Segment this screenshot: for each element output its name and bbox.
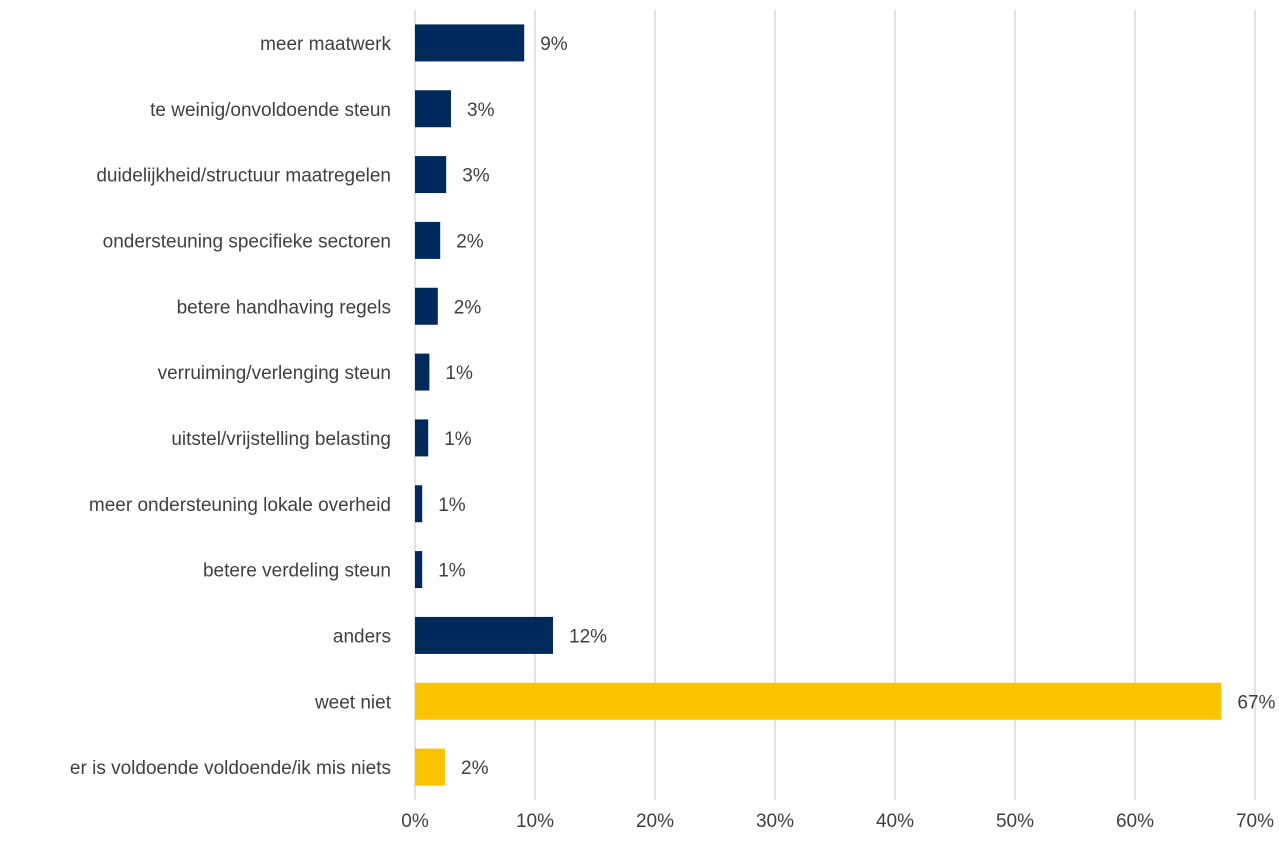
bars [415, 24, 1222, 786]
bar [415, 551, 423, 589]
x-tick-label: 0% [401, 811, 429, 832]
bar [415, 485, 423, 523]
bar [415, 90, 451, 128]
category-label: uitstel/vrijstelling belasting [171, 429, 391, 450]
data-label: 2% [456, 231, 484, 252]
data-label: 1% [444, 429, 472, 450]
data-label: 3% [467, 100, 495, 121]
bar [415, 682, 1222, 720]
category-label: er is voldoende voldoende/ik mis niets [70, 758, 391, 779]
category-label: ondersteuning specifieke sectoren [103, 231, 391, 252]
category-labels: meer maatwerk te weinig/onvoldoende steun… [70, 34, 392, 779]
bar [415, 419, 429, 457]
data-label: 2% [461, 758, 489, 779]
category-label: betere handhaving regels [177, 297, 391, 318]
data-label: 3% [462, 166, 490, 187]
data-label: 1% [438, 561, 466, 582]
bar [415, 353, 430, 391]
category-label: betere verdeling steun [203, 561, 391, 582]
data-label: 2% [454, 297, 482, 318]
x-tick-label: 40% [876, 811, 914, 832]
data-label: 1% [438, 495, 466, 516]
category-label: te weinig/onvoldoende steun [150, 100, 391, 121]
data-labels: 9% 3% 3% 2% 2% 1% 1% 1% 1% 12% 67% 2% [438, 34, 1275, 779]
bar [415, 616, 553, 654]
category-label: meer ondersteuning lokale overheid [89, 495, 391, 516]
x-tick-label: 30% [756, 811, 794, 832]
bar [415, 156, 447, 194]
x-tick-label: 20% [636, 811, 674, 832]
x-tick-label: 70% [1236, 811, 1274, 832]
category-label: meer maatwerk [260, 34, 391, 55]
data-label: 1% [445, 363, 473, 384]
category-label: anders [333, 626, 391, 647]
bar [415, 24, 525, 62]
x-tick-label: 50% [996, 811, 1034, 832]
category-label: duidelijkheid/structuur maatregelen [96, 166, 391, 187]
bar [415, 287, 438, 325]
bar [415, 221, 441, 259]
x-tick-label: 10% [516, 811, 554, 832]
data-label: 12% [569, 626, 607, 647]
x-tick-label: 60% [1116, 811, 1154, 832]
x-axis-tick-labels: 0% 10% 20% 30% 40% 50% 60% 70% [401, 811, 1274, 832]
gridlines [414, 10, 1256, 800]
category-label: verruiming/verlenging steun [158, 363, 391, 384]
bar [415, 748, 445, 786]
category-label: weet niet [314, 692, 392, 713]
data-label: 9% [540, 34, 568, 55]
data-label: 67% [1237, 692, 1275, 713]
